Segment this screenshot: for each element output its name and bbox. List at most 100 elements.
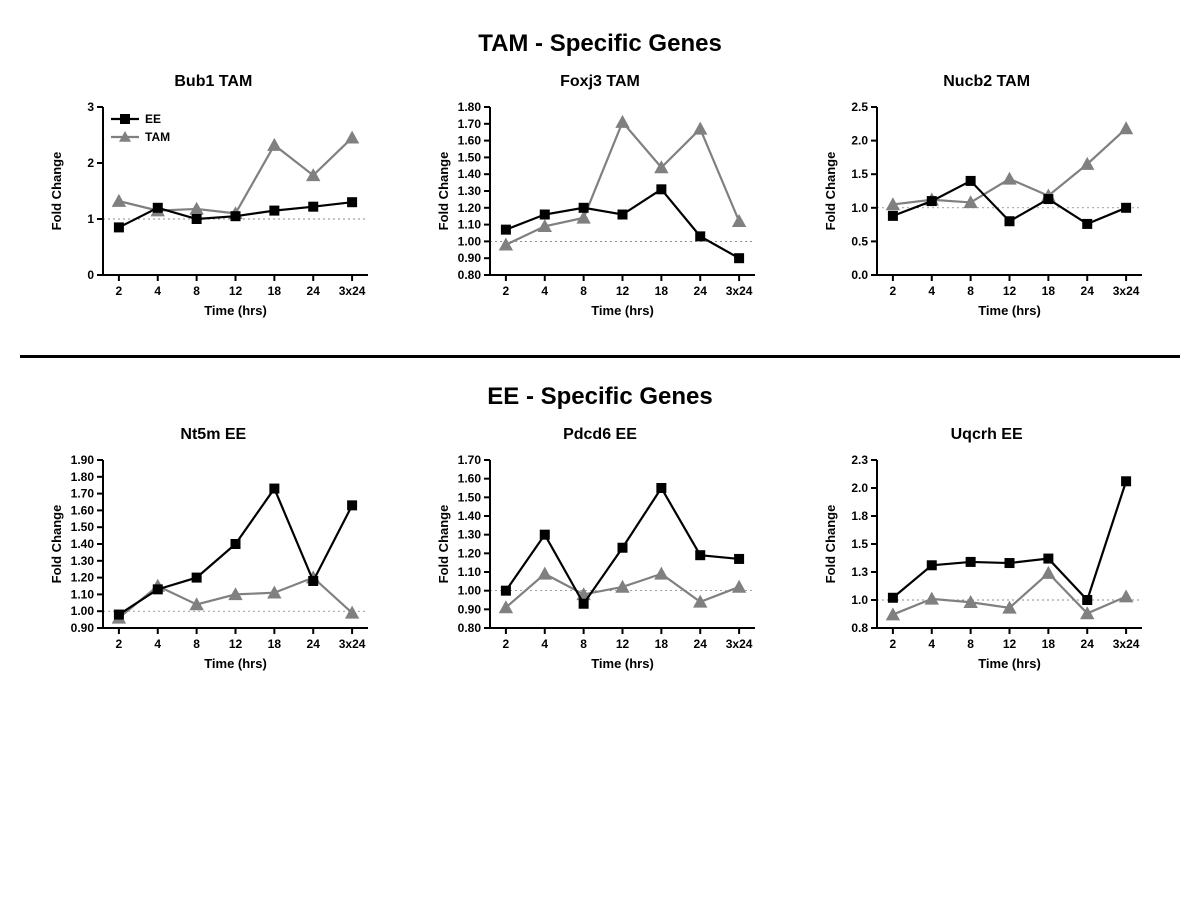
- svg-text:1.80: 1.80: [458, 100, 482, 114]
- svg-text:1.30: 1.30: [458, 184, 482, 198]
- svg-text:1.40: 1.40: [458, 167, 482, 181]
- svg-text:3x24: 3x24: [1112, 284, 1139, 298]
- svg-text:Time (hrs): Time (hrs): [978, 303, 1041, 318]
- svg-text:1.3: 1.3: [851, 565, 868, 579]
- figure: TAM - Specific Genes Bub1 TAM 0123248121…: [20, 30, 1180, 683]
- svg-text:1.30: 1.30: [458, 528, 482, 542]
- svg-text:18: 18: [268, 637, 282, 651]
- section-divider: [20, 355, 1180, 358]
- svg-text:0.80: 0.80: [458, 621, 482, 635]
- svg-text:12: 12: [229, 637, 243, 651]
- svg-text:8: 8: [967, 284, 974, 298]
- svg-text:12: 12: [1002, 637, 1016, 651]
- svg-text:0.8: 0.8: [851, 621, 868, 635]
- svg-text:1.70: 1.70: [458, 453, 482, 467]
- svg-text:1.10: 1.10: [458, 218, 482, 232]
- panel-title: Nt5m EE: [180, 426, 246, 444]
- svg-text:3x24: 3x24: [726, 637, 753, 651]
- section-title-top: TAM - Specific Genes: [20, 30, 1180, 58]
- panel-title: Bub1 TAM: [174, 73, 252, 91]
- chart-nt5m: 0.901.001.101.201.301.401.501.601.701.80…: [48, 448, 378, 683]
- svg-text:Fold Change: Fold Change: [49, 152, 64, 231]
- svg-text:0.90: 0.90: [71, 621, 95, 635]
- svg-text:18: 18: [1041, 284, 1055, 298]
- svg-text:4: 4: [155, 637, 162, 651]
- svg-text:1.60: 1.60: [458, 134, 482, 148]
- svg-text:1.50: 1.50: [458, 490, 482, 504]
- panel-pdcd6: Pdcd6 EE 0.800.901.001.101.201.301.401.5…: [420, 426, 780, 683]
- svg-text:Fold Change: Fold Change: [823, 152, 838, 231]
- svg-text:2: 2: [889, 284, 896, 298]
- panel-bub1: Bub1 TAM 01232481218243x24Time (hrs)Fold…: [33, 73, 393, 330]
- svg-text:1.30: 1.30: [71, 554, 95, 568]
- section-title-bottom: EE - Specific Genes: [20, 383, 1180, 411]
- svg-text:4: 4: [928, 637, 935, 651]
- svg-text:1.50: 1.50: [458, 150, 482, 164]
- svg-text:12: 12: [1002, 284, 1016, 298]
- svg-text:2: 2: [116, 637, 123, 651]
- svg-text:1.50: 1.50: [71, 520, 95, 534]
- svg-text:2: 2: [889, 637, 896, 651]
- svg-text:1.60: 1.60: [458, 472, 482, 486]
- svg-text:2: 2: [88, 156, 95, 170]
- panel-nucb2: Nucb2 TAM 0.00.51.01.52.02.52481218243x2…: [807, 73, 1167, 330]
- svg-text:3x24: 3x24: [726, 284, 753, 298]
- svg-text:4: 4: [541, 284, 548, 298]
- svg-text:2.3: 2.3: [851, 453, 868, 467]
- chart-pdcd6: 0.800.901.001.101.201.301.401.501.601.70…: [435, 448, 765, 683]
- svg-text:24: 24: [1080, 637, 1094, 651]
- svg-text:1: 1: [88, 212, 95, 226]
- svg-text:24: 24: [307, 637, 321, 651]
- svg-text:18: 18: [655, 284, 669, 298]
- svg-text:8: 8: [967, 637, 974, 651]
- chart-foxj3: 0.800.901.001.101.201.301.401.501.601.70…: [435, 95, 765, 330]
- svg-text:4: 4: [541, 637, 548, 651]
- svg-text:1.00: 1.00: [458, 234, 482, 248]
- svg-text:8: 8: [194, 637, 201, 651]
- svg-text:18: 18: [1041, 637, 1055, 651]
- svg-text:4: 4: [155, 284, 162, 298]
- svg-text:EE: EE: [145, 112, 161, 126]
- svg-text:Time (hrs): Time (hrs): [978, 656, 1041, 671]
- panel-title: Uqcrh EE: [951, 426, 1023, 444]
- svg-text:1.5: 1.5: [851, 167, 868, 181]
- svg-text:1.70: 1.70: [458, 117, 482, 131]
- panel-title: Foxj3 TAM: [560, 73, 640, 91]
- svg-text:Fold Change: Fold Change: [436, 505, 451, 584]
- panel-foxj3: Foxj3 TAM 0.800.901.001.101.201.301.401.…: [420, 73, 780, 330]
- svg-text:3: 3: [88, 100, 95, 114]
- svg-text:3x24: 3x24: [339, 637, 366, 651]
- svg-text:1.40: 1.40: [458, 509, 482, 523]
- svg-text:3x24: 3x24: [1112, 637, 1139, 651]
- svg-text:12: 12: [616, 637, 630, 651]
- svg-text:Time (hrs): Time (hrs): [591, 656, 654, 671]
- top-row: Bub1 TAM 01232481218243x24Time (hrs)Fold…: [20, 73, 1180, 330]
- svg-text:8: 8: [580, 284, 587, 298]
- svg-text:Fold Change: Fold Change: [49, 505, 64, 584]
- svg-text:18: 18: [655, 637, 669, 651]
- bottom-row: Nt5m EE 0.90 1.00 1.10 1.20 1.30 1.40 1.50 1.60…: [20, 426, 1180, 683]
- svg-text:2: 2: [116, 284, 123, 298]
- svg-text:2.0: 2.0: [851, 134, 868, 148]
- svg-text:1.0: 1.0: [851, 593, 868, 607]
- svg-text:1.40: 1.40: [71, 537, 95, 551]
- svg-text:2.0: 2.0: [851, 481, 868, 495]
- panel-uqcrh: Uqcrh EE 0.81.01.31.51.82.02.32481218243…: [807, 426, 1167, 683]
- svg-text:0: 0: [88, 268, 95, 282]
- svg-text:1.60: 1.60: [71, 503, 95, 517]
- svg-text:1.80: 1.80: [71, 470, 95, 484]
- svg-text:0.90: 0.90: [458, 251, 482, 265]
- panel-title: Pdcd6 EE: [563, 426, 637, 444]
- svg-text:12: 12: [229, 284, 243, 298]
- svg-text:1.20: 1.20: [71, 571, 95, 585]
- svg-text:Time (hrs): Time (hrs): [205, 303, 268, 318]
- svg-text:2: 2: [503, 284, 510, 298]
- svg-text:1.00: 1.00: [458, 584, 482, 598]
- panel-title: Nucb2 TAM: [943, 73, 1030, 91]
- svg-text:0.90: 0.90: [458, 602, 482, 616]
- svg-text:Fold Change: Fold Change: [436, 152, 451, 231]
- svg-text:Time (hrs): Time (hrs): [205, 656, 268, 671]
- svg-text:0.0: 0.0: [851, 268, 868, 282]
- svg-text:4: 4: [928, 284, 935, 298]
- svg-text:1.10: 1.10: [71, 587, 95, 601]
